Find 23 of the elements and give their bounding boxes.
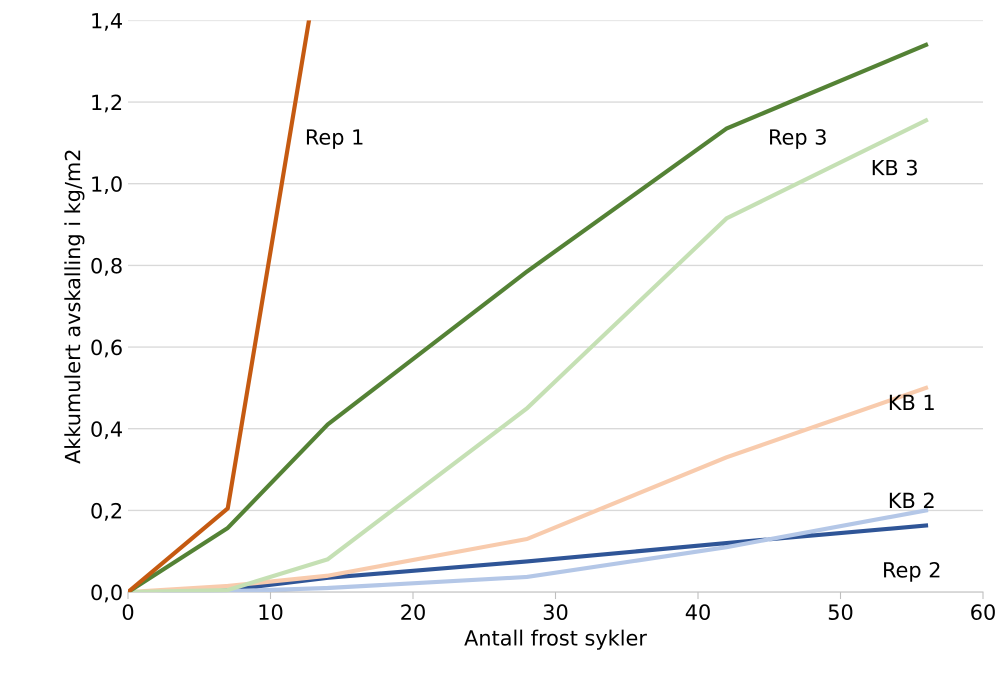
y-tick-label: 0,6	[91, 340, 122, 358]
x-tick-label: 30	[544, 604, 568, 620]
y-tick-label: 1,2	[92, 94, 122, 112]
y-tick-label: 0,4	[91, 421, 122, 440]
series-label: Rep 1	[306, 129, 362, 149]
series-label: Rep 3	[770, 129, 826, 149]
series-label: KB 1	[890, 394, 934, 410]
x-tick-label: 20	[401, 604, 425, 620]
y-tick-label: 0,8	[91, 258, 122, 276]
y-tick-label: 1,0	[92, 176, 122, 194]
x-tick-label: 10	[260, 604, 282, 620]
x-axis-title: Antall frost sykler	[464, 630, 647, 650]
x-tick-label: 50	[828, 604, 852, 620]
y-tick-label: 0,2	[91, 502, 122, 521]
x-tick-label: 40	[686, 604, 710, 620]
y-tick-label: 1,4	[92, 13, 122, 31]
x-tick-label: 0	[122, 604, 134, 620]
series-label: KB 2	[890, 492, 934, 508]
y-tick-label: 0,0	[91, 584, 122, 602]
y-axis-title: Akkumulert avskalling i kg/m2	[64, 150, 84, 464]
x-tick-label: 60	[971, 604, 995, 620]
series-label: Rep 2	[884, 562, 940, 582]
series-label: KB 3	[872, 160, 917, 176]
